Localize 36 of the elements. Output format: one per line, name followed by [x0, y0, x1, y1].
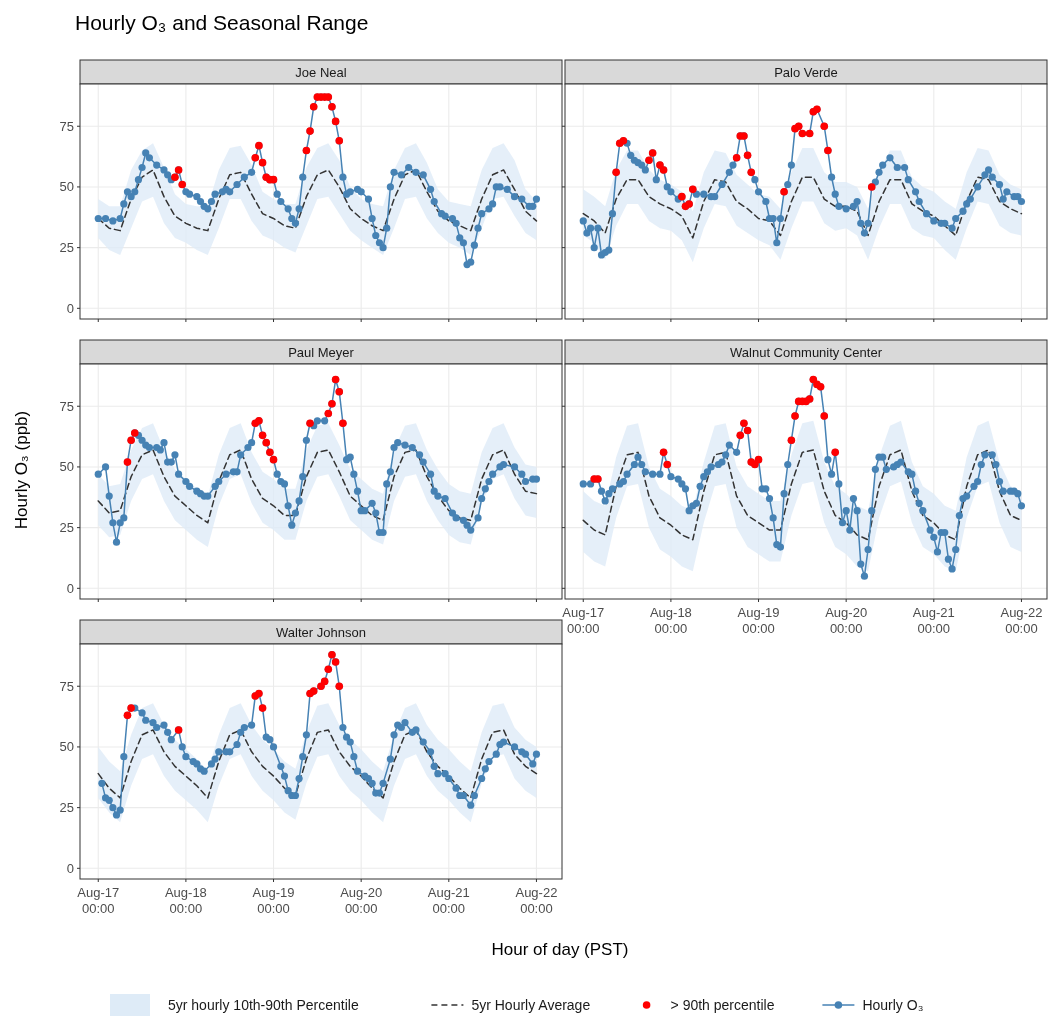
- x-axis-title: Hour of day (PST): [491, 940, 629, 959]
- x-tick-label: Aug-19 00:00: [737, 605, 780, 636]
- chart-subtitle: Walnut Community Center: [730, 345, 883, 360]
- chart-subtitle: Palo Verde: [774, 65, 838, 80]
- y-tick-label: 25: [59, 520, 74, 536]
- x-tick-label: Aug-17 00:00: [562, 605, 605, 636]
- text: 5yr hourly 10th-90th Percentile: [168, 997, 359, 1013]
- x-tick-label: Aug-21 00:00: [912, 605, 955, 636]
- y-tick-label: 75: [59, 398, 74, 414]
- x-tick-label: Aug-22 00:00: [1000, 605, 1043, 636]
- y-tick-label: 50: [59, 739, 74, 755]
- legend-label: Hourly O₃: [862, 997, 924, 1013]
- x-tick-label: Aug-18 00:00: [649, 605, 692, 636]
- x-tick-label: Aug-20 00:00: [340, 885, 383, 916]
- x-tick-label: Aug-19 00:00: [252, 885, 295, 916]
- legend-label: 5yr Hourly Average: [471, 997, 591, 1013]
- x-tick-label: Aug-22 00:00: [515, 885, 558, 916]
- x-tick-label: Aug-17 00:00: [77, 885, 120, 916]
- y-tick-label: 0: [66, 300, 74, 316]
- y-tick-label: 25: [59, 800, 74, 816]
- legend-label: > 90th percentile: [670, 997, 775, 1013]
- x-tick-label: Aug-18 00:00: [164, 885, 207, 916]
- chart-subtitle: Joe Neal: [295, 65, 347, 80]
- y-tick-label: 75: [59, 678, 74, 694]
- y-tick-label: 0: [66, 860, 74, 876]
- x-tick-label: Aug-21 00:00: [427, 885, 470, 916]
- chart-title: Hourly O₃ and Seasonal Range: [75, 11, 369, 34]
- chart-subtitle: Paul Meyer: [288, 345, 355, 360]
- y-tick-label: 25: [59, 240, 74, 256]
- y-tick-label: 50: [59, 459, 74, 475]
- y-tick-label: 0: [66, 580, 74, 596]
- y-tick-label: 50: [59, 179, 74, 195]
- x-tick-label: Aug-20 00:00: [825, 605, 868, 636]
- chart-subtitle: Walter Johnson: [276, 625, 366, 640]
- y-tick-label: 75: [59, 118, 74, 134]
- y-axis-title: Hourly O₃ (ppb): [12, 410, 31, 530]
